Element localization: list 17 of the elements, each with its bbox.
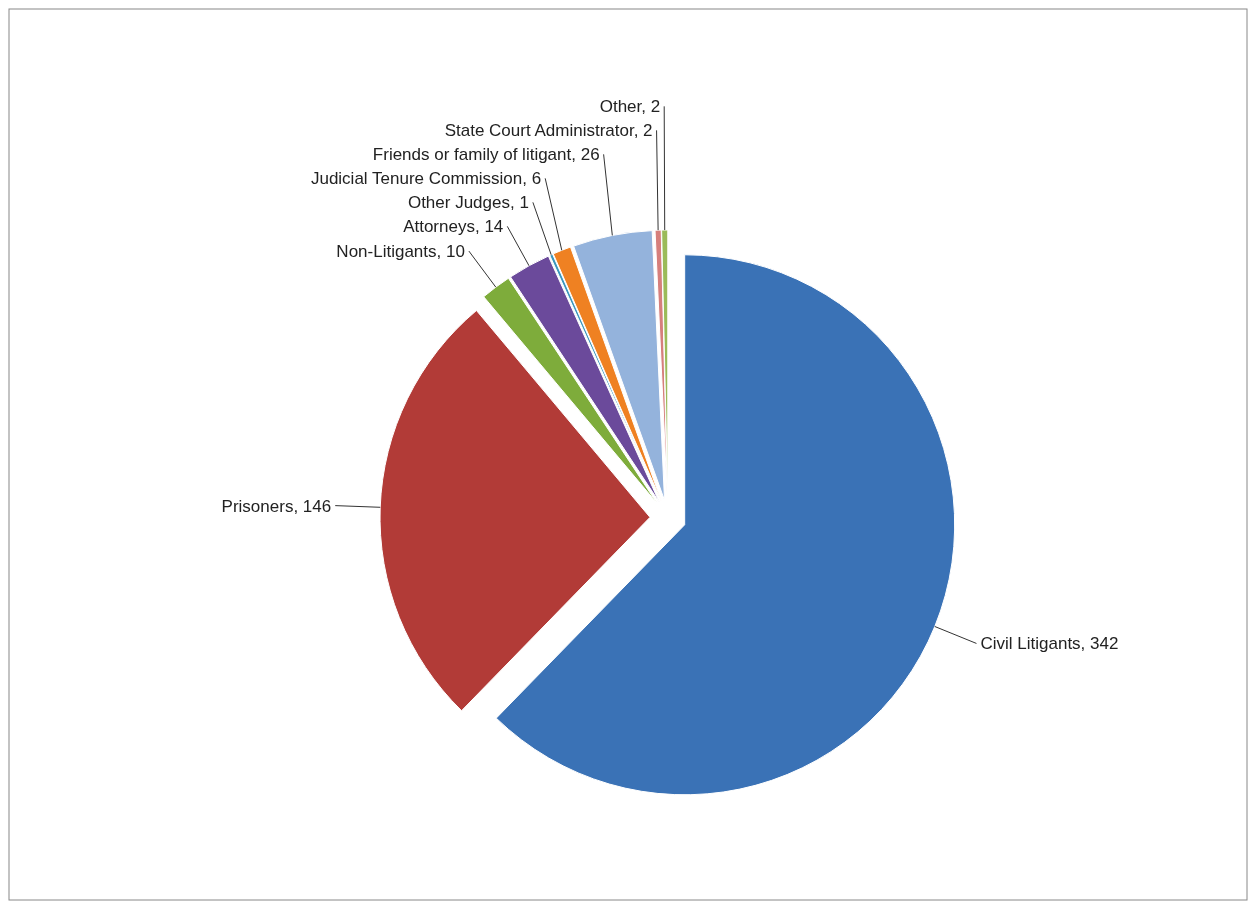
slice-label: Judicial Tenure Commission <box>310 169 523 189</box>
data-label: , 6 <box>522 169 542 189</box>
data-label: , 1 <box>510 193 529 213</box>
data-label: , 14 <box>474 217 504 237</box>
slice-label: Attorneys <box>403 217 475 237</box>
data-label: , 146 <box>293 496 332 516</box>
slice-label: Friends or family of litigant <box>372 145 572 165</box>
slice-label: Prisoners <box>221 496 294 516</box>
slice-label: Other <box>599 97 643 117</box>
slice-label: Other Judges <box>407 193 510 213</box>
data-label: , 342 <box>1080 634 1119 654</box>
data-label: , 2 <box>641 97 661 117</box>
slice-label: State Court Administrator <box>444 121 635 141</box>
slice-label: Non-Litigants <box>336 242 437 262</box>
slice-label: Civil Litigants <box>980 634 1081 654</box>
data-label: , 26 <box>571 145 600 165</box>
data-label: , 10 <box>436 242 465 262</box>
